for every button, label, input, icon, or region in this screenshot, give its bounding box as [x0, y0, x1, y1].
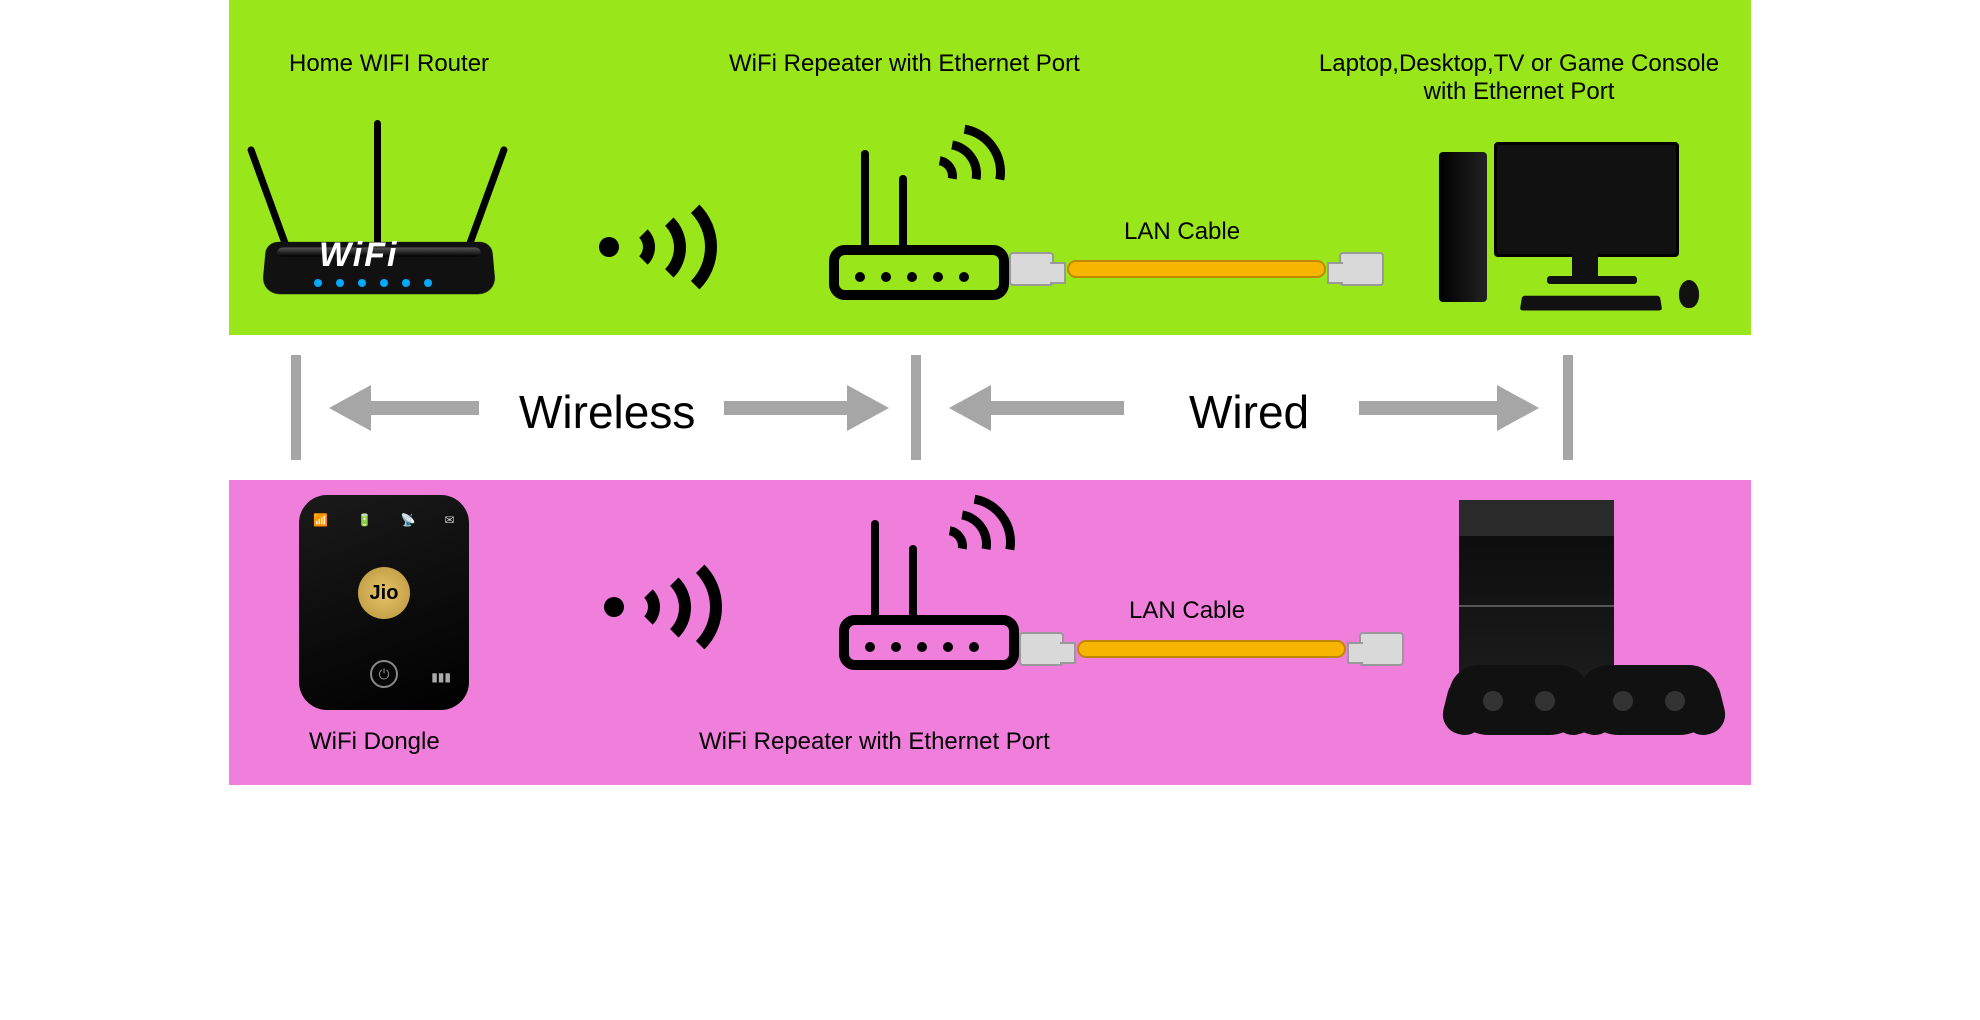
wireless-label: Wireless: [519, 385, 695, 439]
lan-cable-label-bottom: LAN Cable: [1129, 597, 1245, 625]
game-console-icon: [1449, 500, 1719, 740]
arrow-line: [989, 401, 1124, 415]
top-band: Home WIFI Router WiFi Repeater with Ethe…: [229, 0, 1751, 335]
router-title: Home WIFI Router: [289, 50, 489, 78]
repeater-title-top: WiFi Repeater with Ethernet Port: [729, 50, 1080, 78]
network-diagram: Home WIFI Router WiFi Repeater with Ethe…: [229, 0, 1751, 785]
dongle-brand-badge: Jio: [358, 567, 410, 619]
router-wifi-text: WiFi: [319, 236, 398, 275]
arrow-right-icon: [1497, 385, 1539, 431]
arrow-right-icon: [847, 385, 889, 431]
lan-cable-icon: [1009, 245, 1384, 295]
divider-line: [291, 355, 301, 460]
arrow-left-icon: [949, 385, 991, 431]
middle-band: Wireless Wired: [229, 335, 1751, 480]
wifi-signal-icon: [599, 195, 719, 285]
divider-line: [911, 355, 921, 460]
arrow-left-icon: [329, 385, 371, 431]
wifi-repeater-icon: [829, 130, 1009, 300]
lan-cable-icon: [1019, 625, 1404, 675]
arrow-line: [369, 401, 479, 415]
repeater-title-bottom: WiFi Repeater with Ethernet Port: [699, 728, 1050, 756]
arrow-line: [724, 401, 849, 415]
dongle-title: WiFi Dongle: [309, 728, 440, 756]
divider-line: [1563, 355, 1573, 460]
lan-cable-label-top: LAN Cable: [1124, 218, 1240, 246]
wifi-dongle-icon: 📶🔋📡✉ Jio ⏻ ▮▮▮: [299, 495, 469, 710]
bottom-band: 📶🔋📡✉ Jio ⏻ ▮▮▮ WiFi Dongle WiFi Repeater…: [229, 480, 1751, 785]
wired-label: Wired: [1189, 385, 1309, 439]
wifi-repeater-icon: [839, 500, 1019, 670]
wifi-signal-icon: [604, 555, 724, 645]
devices-title: Laptop,Desktop,TV or Game Console with E…: [1314, 50, 1724, 106]
arrow-line: [1359, 401, 1499, 415]
desktop-computer-icon: [1439, 142, 1699, 312]
wifi-router-icon: WiFi: [264, 130, 494, 305]
